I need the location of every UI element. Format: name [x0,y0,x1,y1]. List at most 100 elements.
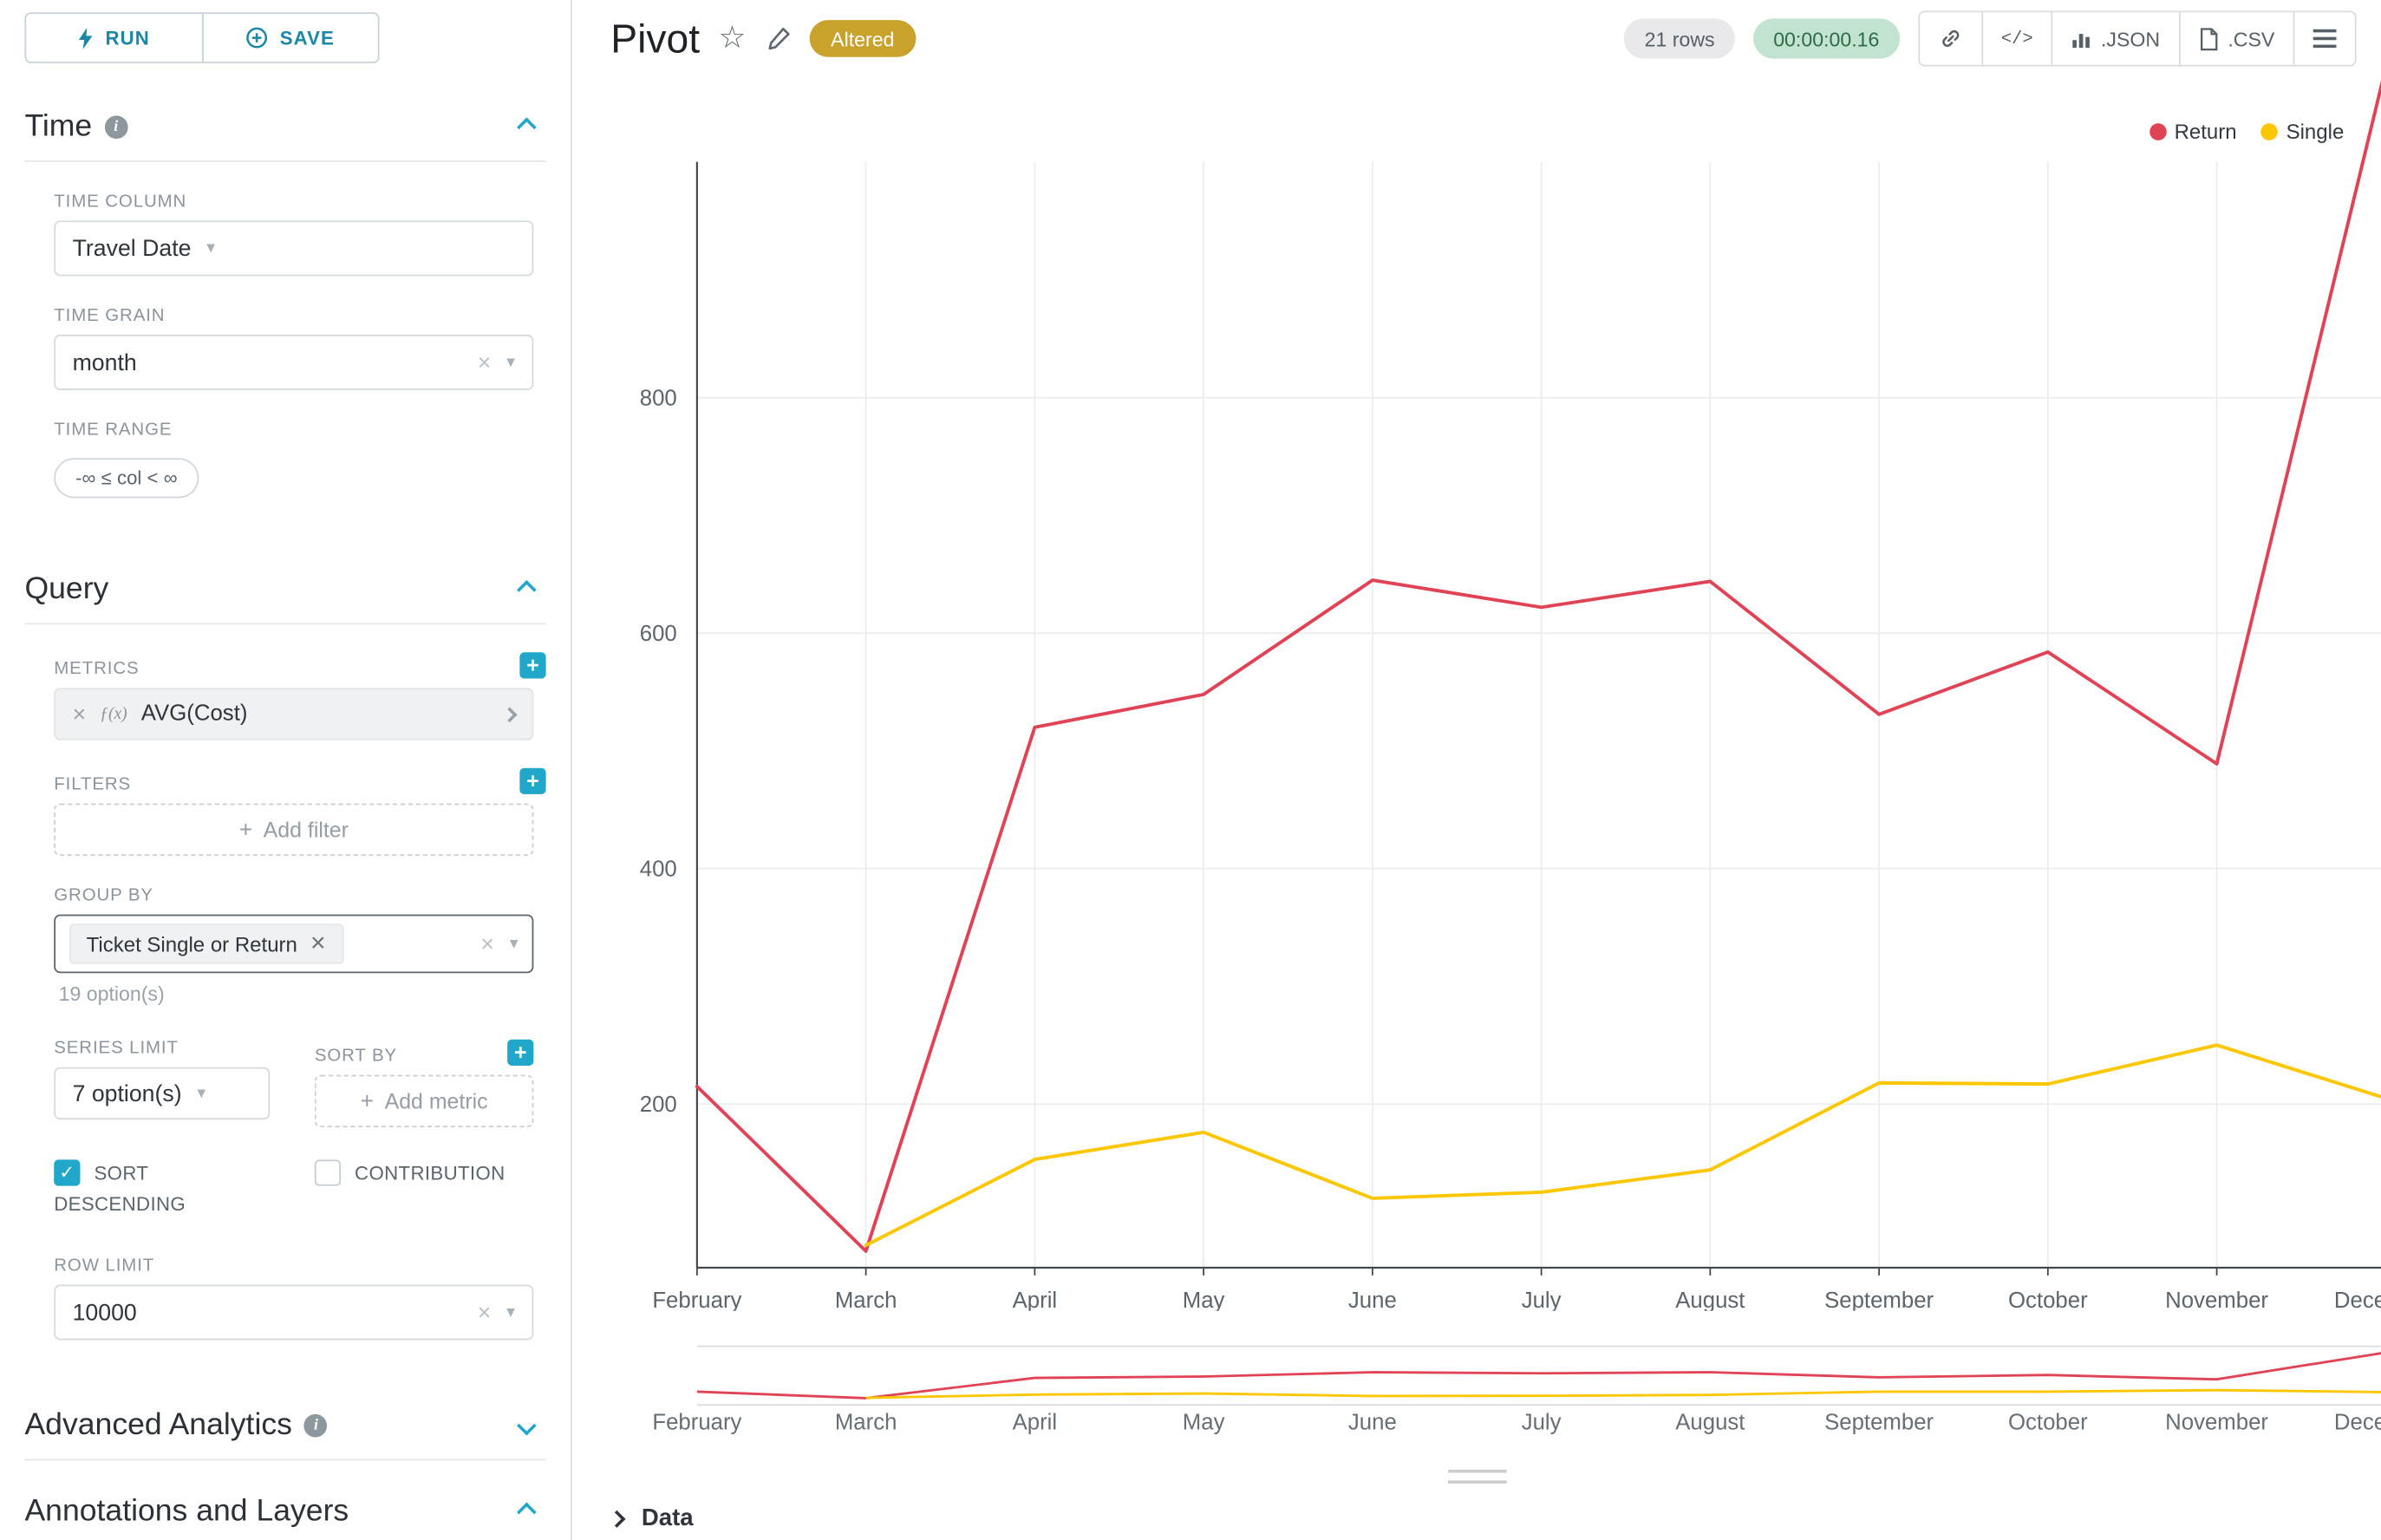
metric-item[interactable]: × ƒ(x) AVG(Cost) [54,688,534,741]
export-json-button[interactable]: .JSON [2052,12,2179,65]
timer-badge: 00:00:00.16 [1753,18,1900,59]
svg-text:November: November [2165,1289,2268,1311]
clear-icon[interactable]: × [477,349,492,376]
checkbox-unchecked-icon[interactable] [314,1159,342,1186]
contribution-checkbox[interactable]: CONTRIBUTION [314,1158,506,1220]
csv-label: .CSV [2228,27,2275,50]
info-icon: i [304,1413,328,1438]
row-count-badge: 21 rows [1624,18,1735,59]
remove-tag-icon[interactable]: ✕ [310,931,327,955]
caret-down-icon: ▾ [206,238,216,258]
data-section-label: Data [641,1504,694,1532]
contribution-label: CONTRIBUTION [355,1162,506,1184]
main-line-chart: 200 400 600 800 February March April May June Jul… [640,80,2381,1311]
time-column-select[interactable]: Travel Date ▾ [54,220,534,277]
svg-text:October: October [2008,1411,2088,1434]
chevron-down-icon [517,1415,537,1436]
chart-actions-group: </> .JSON .CSV [1917,10,2357,67]
time-grain-value: month [72,349,137,376]
export-csv-button[interactable]: .CSV [2178,12,2293,65]
chart-area: 200 400 600 800 February March April May June Jul… [586,77,2381,1434]
svg-text:October: October [2008,1289,2088,1311]
bar-chart-icon [2072,33,2091,48]
sort-descending-checkbox[interactable]: ✓ SORT DESCENDING [54,1158,315,1220]
copy-link-button[interactable] [1919,12,1981,65]
lightning-icon [79,27,94,49]
chart-panel: Pivot ☆ Altered 21 rows 00:00:00.16 </> [573,0,2381,1540]
clear-icon[interactable]: × [477,1299,492,1326]
advanced-analytics-title: Advanced Analytics [24,1407,292,1442]
run-save-group: RUN SAVE [24,12,380,63]
annotations-section-header[interactable]: Annotations and Layers [24,1485,545,1540]
add-sort-metric-button[interactable]: + Add metric [314,1074,534,1128]
zoom-preview-strip[interactable]: February March April May June July August Septe… [652,1345,2381,1434]
query-section-title: Query [24,571,109,606]
series-limit-label: SERIES LIMIT [54,1039,179,1059]
code-icon: </> [2000,28,2033,49]
chart-header: Pivot ☆ Altered 21 rows 00:00:00.16 </> [574,0,2381,77]
series-limit-select[interactable]: 7 option(s) ▾ [54,1067,271,1120]
svg-text:December: December [2334,1289,2381,1311]
legend-dot [2261,123,2279,140]
plus-circle-icon [247,27,268,49]
svg-text:April: April [1013,1411,1058,1434]
function-icon: ƒ(x) [100,704,127,724]
time-section-title: Time [24,109,93,144]
row-limit-select[interactable]: 10000 × ▾ [54,1284,534,1341]
time-range-label: TIME RANGE [54,421,173,440]
clear-icon[interactable]: × [480,930,494,957]
save-button[interactable]: SAVE [201,14,378,62]
panel-resize-handle[interactable] [1448,1469,1507,1484]
chart-legend: Return Single [2125,121,2344,143]
link-icon [1941,29,1959,48]
sort-descending-label: SORT DESCENDING [54,1162,186,1216]
filters-label: FILTERS [54,775,132,794]
plus-icon: + [360,1087,375,1114]
group-by-tag-label: Ticket Single or Return [86,932,297,956]
legend-item-single[interactable]: Single [2261,121,2344,143]
favorite-star-icon[interactable]: ☆ [718,21,747,56]
info-icon: i [104,115,128,140]
time-range-pill[interactable]: -∞ ≤ col < ∞ [54,458,199,499]
menu-button[interactable] [2293,12,2355,65]
add-filter-button[interactable]: + Add filter [54,803,534,857]
view-query-button[interactable]: </> [1980,12,2052,65]
group-by-select[interactable]: Ticket Single or Return ✕ × ▾ [54,914,534,974]
run-label: RUN [105,27,150,49]
data-section-toggle[interactable]: Data [608,1504,694,1533]
time-grain-label: TIME GRAIN [54,306,166,326]
group-by-label: GROUP BY [54,886,153,905]
svg-text:February: February [652,1289,741,1311]
svg-text:June: June [1348,1289,1397,1311]
svg-text:September: September [1824,1411,1934,1434]
svg-text:May: May [1183,1411,1225,1434]
menu-icon [2313,29,2337,49]
time-grain-select[interactable]: month × ▾ [54,334,534,390]
svg-text:March: March [835,1411,897,1434]
caret-down-icon: ▾ [509,933,519,953]
group-by-tag[interactable]: Ticket Single or Return ✕ [69,923,344,964]
edit-icon[interactable] [765,25,791,51]
add-sort-metric-icon[interactable]: + [507,1039,534,1066]
time-section-header[interactable]: Time i [24,101,546,162]
time-column-value: Travel Date [72,235,192,262]
run-button[interactable]: RUN [26,14,202,62]
group-by-options-hint: 19 option(s) [58,982,165,1006]
advanced-analytics-header[interactable]: Advanced Analytics i [24,1399,546,1461]
add-filter-label: Add filter [263,817,349,843]
svg-text:July: July [1522,1411,1562,1434]
legend-dot [2149,123,2167,140]
remove-metric-icon[interactable]: × [72,701,87,728]
svg-text:March: March [835,1289,897,1311]
legend-item-return[interactable]: Return [2149,121,2237,143]
add-metric-icon[interactable]: + [519,652,546,679]
query-section-header[interactable]: Query [24,563,546,625]
annotations-section-title: Annotations and Layers [24,1494,349,1529]
checkbox-checked-icon[interactable]: ✓ [54,1159,81,1186]
save-label: SAVE [279,27,335,49]
add-filter-icon[interactable]: + [519,767,546,794]
svg-text:200: 200 [640,1093,677,1117]
svg-text:February: February [652,1411,741,1434]
time-column-label: TIME COLUMN [54,192,187,212]
svg-text:December: December [2334,1411,2381,1434]
